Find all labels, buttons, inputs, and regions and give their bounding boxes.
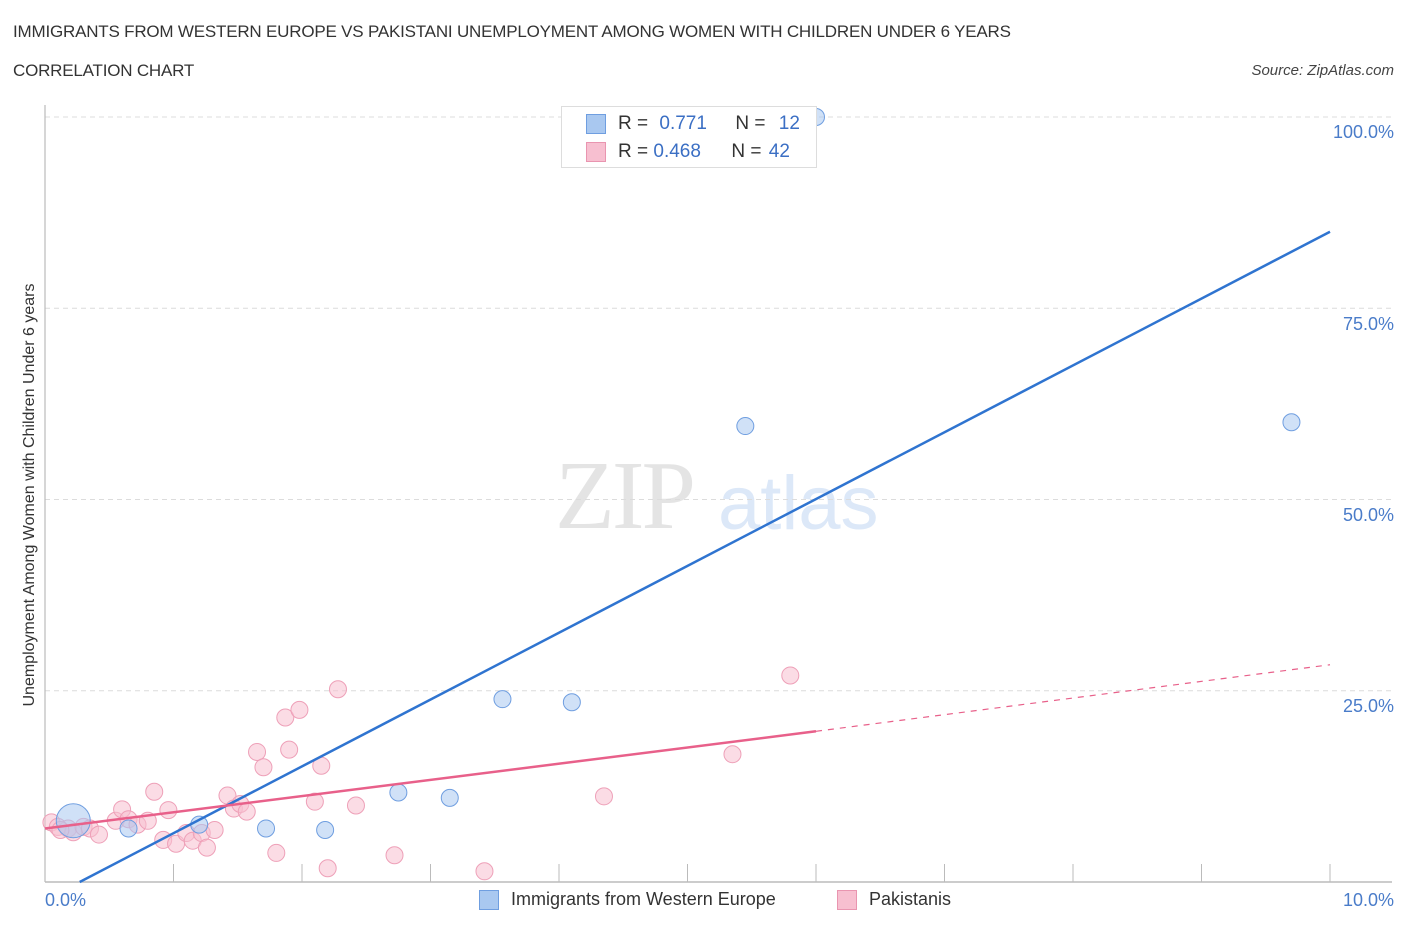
pink-swatch-icon bbox=[837, 889, 857, 910]
source-label: Source: ZipAtlas.com bbox=[1251, 62, 1394, 79]
chart-subtitle: CORRELATION CHART bbox=[13, 61, 195, 80]
watermark-zip: ZIP bbox=[555, 442, 696, 550]
n-label: N = bbox=[731, 141, 767, 162]
n-value: 42 bbox=[768, 141, 790, 162]
r-value: 0.468 bbox=[653, 141, 701, 162]
western-europe-points bbox=[55, 108, 1301, 839]
legend-row-pakistanis: R = 0.468 N = 42 bbox=[586, 140, 790, 164]
legend-row-western-europe: R = 0.771 N = 12 bbox=[586, 112, 800, 136]
legend-label: Pakistanis bbox=[869, 889, 952, 909]
x-tick-0: 0.0% bbox=[45, 890, 87, 910]
blue-swatch-icon bbox=[479, 889, 499, 910]
r-value: 0.771 bbox=[659, 113, 707, 134]
chart-title: IMMIGRANTS FROM WESTERN EUROPE VS PAKIST… bbox=[13, 22, 1011, 41]
legend-item-western-europe[interactable]: Immigrants from Western Europe bbox=[479, 889, 776, 910]
y-axis-label: Unemployment Among Women with Children U… bbox=[21, 283, 38, 707]
y-tick-75: 75.0% bbox=[1342, 314, 1394, 334]
blue-swatch-icon bbox=[586, 114, 606, 134]
legend-item-pakistanis[interactable]: Pakistanis bbox=[837, 889, 951, 910]
pink-swatch-icon bbox=[586, 142, 606, 162]
pakistanis-points bbox=[42, 666, 800, 881]
y-tick-50: 50.0% bbox=[1342, 505, 1394, 525]
trendlines bbox=[44, 230, 1331, 884]
legend-label: Immigrants from Western Europe bbox=[511, 889, 776, 909]
y-tick-100: 100.0% bbox=[1332, 122, 1394, 142]
axes bbox=[44, 105, 1392, 883]
n-value: 12 bbox=[778, 113, 800, 134]
gridlines bbox=[45, 116, 1392, 692]
r-label: R = bbox=[618, 113, 654, 134]
n-label: N = bbox=[735, 113, 771, 134]
x-tick-10: 10.0% bbox=[1342, 890, 1394, 910]
watermark-atlas: atlas bbox=[718, 461, 879, 546]
correlation-legend: R = 0.771 N = 12 R = 0.468 N = 42 bbox=[561, 106, 817, 168]
r-label: R = bbox=[618, 141, 654, 162]
y-tick-25: 25.0% bbox=[1342, 696, 1394, 716]
